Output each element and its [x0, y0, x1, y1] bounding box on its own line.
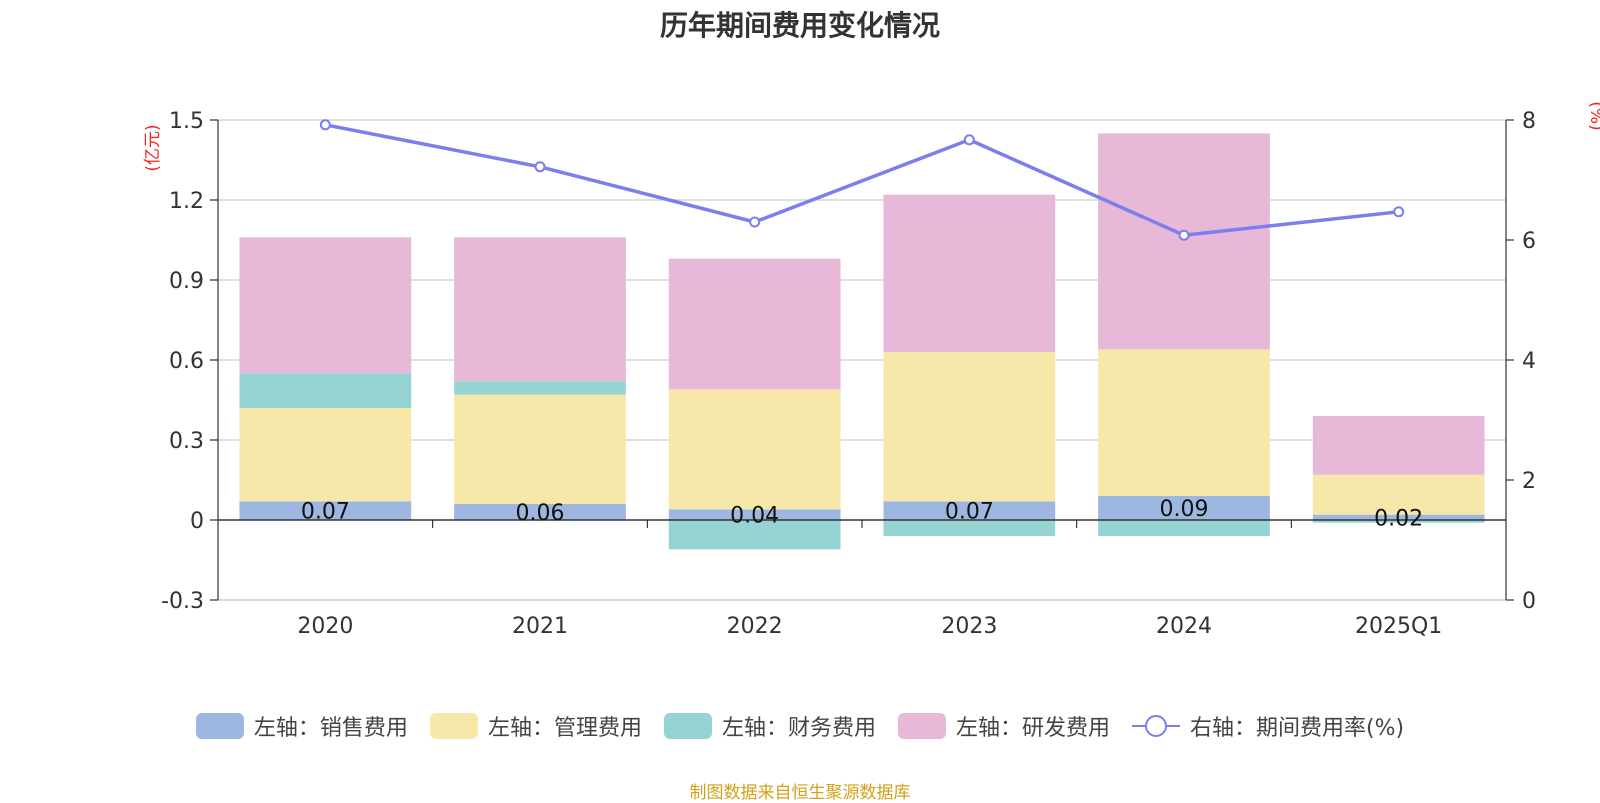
rate-point-2024	[1178, 229, 1190, 241]
legend-item[interactable]: 左轴：管理费用	[429, 710, 642, 742]
bar-左轴：研发费用-2025Q1	[1312, 416, 1485, 475]
rate-point-2021	[534, 161, 546, 173]
legend-swatch	[897, 713, 946, 739]
data-label: 0.04	[730, 504, 779, 529]
legend-label: 左轴：管理费用	[487, 716, 642, 741]
axes: -0.3 0 0.3 0.6 0.9 1.2 1.5 0 2 4 6 8 (亿元) (%) 2020 2021…	[143, 101, 1600, 639]
right-axis-tick-label: 2	[1522, 469, 1536, 494]
left-axis-label: (亿元)	[143, 124, 163, 171]
legend-label: 左轴：销售费用	[253, 716, 408, 741]
bar-左轴：研发费用-2020	[239, 237, 412, 374]
legend-line-swatch	[1131, 713, 1180, 739]
right-axis-tick-label: 8	[1522, 109, 1536, 134]
bar-左轴：销售费用-2025Q1	[1312, 514, 1485, 520]
left-axis-tick-label: 0.6	[169, 349, 204, 374]
bar-左轴：管理费用-2020	[239, 408, 412, 502]
bar-左轴：管理费用-2023	[883, 352, 1056, 502]
bar-左轴：管理费用-2025Q1	[1312, 474, 1485, 515]
chart-title: 历年期间费用变化情况	[659, 9, 940, 42]
legend-swatch	[663, 713, 712, 739]
x-axis-tick-label: 2024	[1156, 614, 1212, 639]
bar-左轴：财务费用-2023	[883, 520, 1056, 536]
bar-series	[239, 133, 1485, 550]
data-labels: 0.07 0.06 0.04 0.07 0.09 0.02	[301, 497, 1423, 531]
bar-左轴：销售费用-2024	[1098, 496, 1270, 520]
bar-左轴：研发费用-2023	[883, 194, 1056, 352]
bar-左轴：财务费用-2025Q1	[1312, 520, 1485, 523]
bar-左轴：管理费用-2022	[668, 389, 841, 510]
left-axis-tick-label: 0.3	[169, 429, 204, 454]
rate-line-series	[319, 119, 1405, 241]
legend-label: 右轴：期间费用率(%)	[1189, 716, 1405, 741]
rate-line	[324, 123, 1399, 237]
legend-item[interactable]: 左轴：销售费用	[195, 710, 408, 742]
left-axis-tick-label: 0	[190, 509, 204, 534]
x-axis-tick-label: 2020	[297, 614, 353, 639]
left-axis-tick-label: 1.2	[169, 189, 204, 214]
left-axis-tick-label: 1.5	[169, 109, 204, 134]
legend-item[interactable]: 左轴：财务费用	[663, 710, 876, 742]
right-axis-tick-label: 4	[1522, 349, 1536, 374]
data-label: 0.06	[516, 501, 565, 526]
rate-point-2025Q1	[1393, 206, 1405, 218]
bar-左轴：研发费用-2022	[668, 258, 841, 390]
bar-左轴：管理费用-2021	[454, 394, 626, 504]
bar-左轴：管理费用-2024	[1098, 349, 1270, 496]
data-label: 0.07	[945, 500, 994, 525]
bar-左轴：财务费用-2022	[668, 520, 841, 550]
legend-label: 左轴：财务费用	[721, 716, 876, 741]
bar-左轴：销售费用-2023	[883, 501, 1056, 520]
source-note: 制图数据来自恒生聚源数据库	[689, 783, 911, 803]
left-axis-tick-label: 0.9	[169, 269, 204, 294]
legend: 左轴：销售费用 左轴：管理费用 左轴：财务费用 左轴：研发费用 右轴：期间费用率(%)	[0, 706, 1600, 746]
bar-左轴：财务费用-2024	[1098, 520, 1270, 536]
bar-左轴：销售费用-2022	[668, 509, 841, 520]
rate-point-2023	[963, 134, 975, 146]
gridlines	[218, 119, 1506, 601]
x-axis-tick-label: 2023	[941, 614, 997, 639]
bar-左轴：销售费用-2021	[454, 504, 626, 520]
bar-左轴：财务费用-2021	[454, 381, 626, 395]
bar-左轴：财务费用-2020	[239, 373, 412, 408]
right-axis-label: (%)	[1586, 101, 1600, 130]
legend-swatch	[195, 713, 244, 739]
x-axis-tick-label: 2025Q1	[1355, 614, 1442, 639]
bar-左轴：研发费用-2021	[454, 237, 626, 382]
rate-point-2020	[319, 119, 331, 131]
chart-canvas: -0.3 0 0.3 0.6 0.9 1.2 1.5 0 2 4 6 8 (亿元) (%) 2020 2021…	[143, 101, 1600, 639]
left-axis-tick-label: -0.3	[161, 589, 204, 614]
right-axis-tick-label: 6	[1522, 229, 1536, 254]
data-label: 0.02	[1374, 506, 1423, 531]
data-label: 0.09	[1160, 497, 1209, 522]
data-label: 0.07	[301, 500, 350, 525]
x-axis-tick-label: 2021	[512, 614, 568, 639]
x-axis-tick-label: 2022	[727, 614, 783, 639]
right-axis-tick-label: 0	[1522, 589, 1536, 614]
legend-swatch	[429, 713, 478, 739]
rate-point-2022	[749, 216, 761, 228]
legend-label: 左轴：研发费用	[955, 716, 1110, 741]
legend-item[interactable]: 左轴：研发费用	[897, 710, 1110, 742]
legend-item[interactable]: 右轴：期间费用率(%)	[1131, 710, 1405, 742]
bar-左轴：研发费用-2024	[1098, 133, 1270, 350]
bar-左轴：销售费用-2020	[239, 501, 412, 520]
